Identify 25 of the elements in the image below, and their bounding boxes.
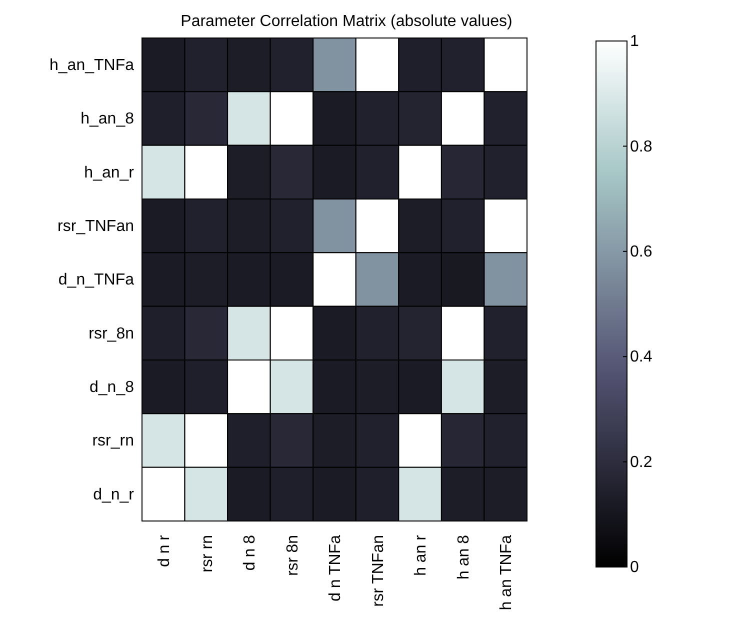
y-tick-label: h_an_r bbox=[84, 164, 135, 182]
y-tick-label: d_n_8 bbox=[90, 378, 134, 396]
y-tick-label: h_an_TNFa bbox=[50, 56, 134, 74]
x-tick-label: h an r bbox=[412, 534, 430, 576]
color-bar-label: 1 bbox=[630, 33, 639, 50]
x-tick-label: rsr TNFan bbox=[370, 535, 387, 607]
color-bar-label: 0 bbox=[630, 559, 639, 576]
y-tick-label: rsr_rn bbox=[92, 432, 134, 450]
x-tick-label: rsr 8n bbox=[284, 535, 302, 576]
color-bar-label: 0.2 bbox=[630, 454, 652, 471]
color-bar-label: 0.6 bbox=[630, 244, 652, 261]
y-tick-label: rsr_8n bbox=[88, 325, 134, 342]
chart-title: Parameter Correlation Matrix (absolute values) bbox=[180, 13, 512, 30]
y-tick-label: d_n_r bbox=[93, 486, 135, 504]
x-tick-label: d n TNFa bbox=[327, 534, 344, 602]
y-tick-label: rsr_TNFan bbox=[58, 218, 134, 235]
y-tick-label: h_an_8 bbox=[80, 110, 134, 128]
x-tick-label: h an 8 bbox=[455, 534, 472, 580]
x-tick-label: d n r bbox=[156, 534, 173, 568]
color-bar-label: 0.4 bbox=[630, 348, 652, 366]
color-bar-label: 0.8 bbox=[630, 138, 652, 156]
y-tick-label: d_n_TNFa bbox=[58, 272, 134, 289]
x-tick-label: d n 8 bbox=[242, 534, 259, 571]
x-tick-label: rsr rn bbox=[198, 535, 216, 572]
x-tick-label: h an TNFa bbox=[498, 534, 516, 610]
